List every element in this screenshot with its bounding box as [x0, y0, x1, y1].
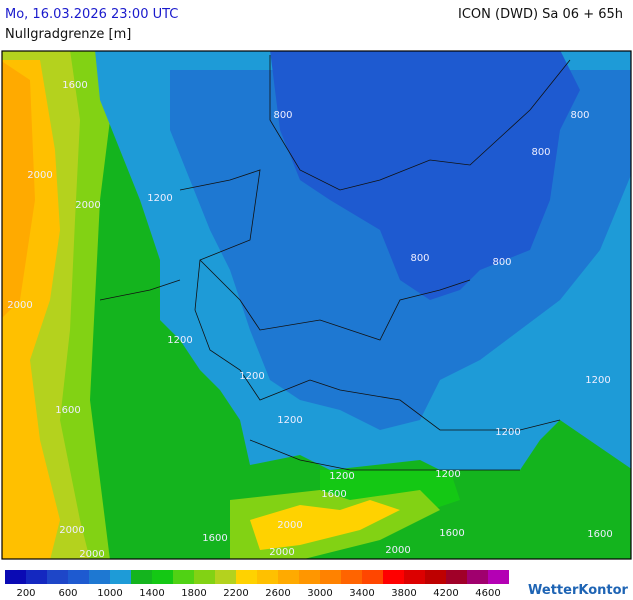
- legend-swatch: [68, 570, 89, 584]
- contour-label: 2000: [75, 200, 100, 211]
- contour-label: 2000: [7, 300, 32, 311]
- legend-label: 3400: [349, 588, 374, 599]
- contour-label: 800: [273, 110, 292, 121]
- contour-label: 2000: [385, 545, 410, 556]
- contour-label: 1200: [277, 415, 302, 426]
- model-run: ICON (DWD) Sa 06 + 65h: [458, 7, 623, 22]
- map-title: Nullgradgrenze [m]: [5, 27, 132, 42]
- contour-label: 800: [492, 257, 511, 268]
- legend-swatch: [131, 570, 152, 584]
- legend-label: 3800: [391, 588, 416, 599]
- contour-label: 1600: [62, 80, 87, 91]
- legend-swatch: [26, 570, 47, 584]
- contour-label: 2000: [79, 549, 104, 560]
- legend-swatch: [173, 570, 194, 584]
- contour-label: 2000: [27, 170, 52, 181]
- contour-label: 1600: [587, 529, 612, 540]
- legend-label: 600: [58, 588, 77, 599]
- legend-swatch: [47, 570, 68, 584]
- legend-swatch: [362, 570, 383, 584]
- contour-label: 2000: [269, 547, 294, 558]
- contour-label: 1200: [585, 375, 610, 386]
- legend-label: 1400: [139, 588, 164, 599]
- datetime: Mo, 16.03.2026 23:00 UTC: [5, 7, 179, 22]
- legend-swatch: [425, 570, 446, 584]
- map-field: [2, 51, 631, 559]
- contour-label: 800: [570, 110, 589, 121]
- contour-label: 1200: [495, 427, 520, 438]
- legend-swatch: [257, 570, 278, 584]
- legend-swatch: [5, 570, 26, 584]
- contour-label: 1200: [435, 469, 460, 480]
- legend-swatch: [194, 570, 215, 584]
- contour-label: 1200: [167, 335, 192, 346]
- contour-label: 1200: [329, 471, 354, 482]
- borders: [99, 55, 571, 471]
- legend-swatch: [383, 570, 404, 584]
- brand-logo: WetterKontor: [528, 583, 629, 598]
- legend-swatch: [89, 570, 110, 584]
- legend-swatch: [236, 570, 257, 584]
- legend-label: 200: [16, 588, 35, 599]
- legend-label: 1000: [97, 588, 122, 599]
- legend-label: 4200: [433, 588, 458, 599]
- legend-swatch: [488, 570, 509, 584]
- contour-label: 800: [531, 147, 550, 158]
- legend-swatch: [278, 570, 299, 584]
- contour-label: 1600: [321, 489, 346, 500]
- legend-label: 2600: [265, 588, 290, 599]
- legend-label: 4600: [475, 588, 500, 599]
- contour-label: 1200: [147, 193, 172, 204]
- legend-swatch: [215, 570, 236, 584]
- legend-swatch: [110, 570, 131, 584]
- legend-swatch: [446, 570, 467, 584]
- legend-label: 3000: [307, 588, 332, 599]
- legend-swatch: [299, 570, 320, 584]
- legend-swatch: [320, 570, 341, 584]
- map-frame: [1, 50, 632, 560]
- legend-label: 2200: [223, 588, 248, 599]
- legend-swatch: [341, 570, 362, 584]
- legend-swatch: [404, 570, 425, 584]
- contour-label: 800: [410, 253, 429, 264]
- legend-label: 1800: [181, 588, 206, 599]
- contour-label: 1600: [55, 405, 80, 416]
- contour-label: 1600: [439, 528, 464, 539]
- legend-swatch: [152, 570, 173, 584]
- contour-label: 2000: [59, 525, 84, 536]
- legend-swatch: [467, 570, 488, 584]
- contour-label: 1200: [239, 371, 264, 382]
- contour-label: 1600: [202, 533, 227, 544]
- contour-label: 2000: [277, 520, 302, 531]
